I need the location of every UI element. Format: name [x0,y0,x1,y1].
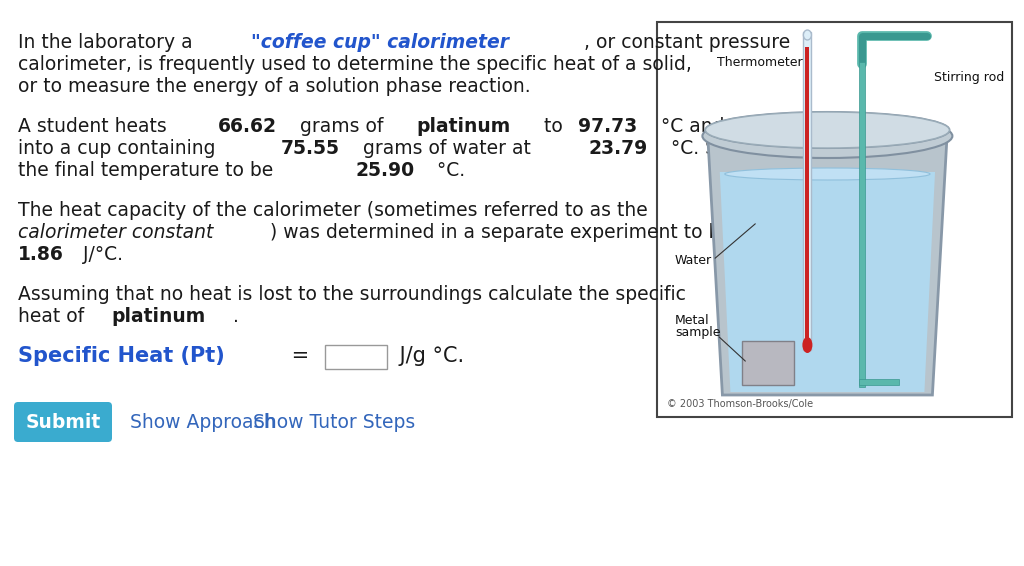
Text: Submit: Submit [26,413,100,431]
Ellipse shape [804,30,811,40]
Text: 1.86: 1.86 [18,245,63,264]
Text: © 2003 Thomson-Brooks/Cole: © 2003 Thomson-Brooks/Cole [667,399,813,409]
Ellipse shape [706,112,949,148]
Ellipse shape [725,168,930,180]
Text: platinum: platinum [417,117,511,136]
Polygon shape [720,172,935,392]
Text: calorimeter, is frequently used to determine the specific heat of a solid,: calorimeter, is frequently used to deter… [18,55,692,74]
Ellipse shape [702,114,952,158]
Text: grams of water at: grams of water at [356,139,537,158]
Text: Water: Water [675,254,712,267]
Text: In the laboratory a: In the laboratory a [18,33,199,52]
Text: Metal: Metal [675,314,710,327]
Text: 25.90: 25.90 [355,161,415,180]
Text: Specific Heat (Pt): Specific Heat (Pt) [18,346,224,366]
Bar [806,47,809,343]
Text: °C. She measures: °C. She measures [666,139,839,158]
Text: °C.: °C. [431,161,466,180]
Text: 23.79: 23.79 [589,139,648,158]
FancyBboxPatch shape [14,402,112,442]
Text: "coffee cup" calorimeter: "coffee cup" calorimeter [251,33,509,52]
Text: Assuming that no heat is lost to the surroundings calculate the specific: Assuming that no heat is lost to the sur… [18,285,686,304]
Text: grams of: grams of [294,117,389,136]
Text: 75.55: 75.55 [281,139,340,158]
FancyBboxPatch shape [325,345,387,369]
Text: Show Approach: Show Approach [130,413,275,431]
Text: A student heats: A student heats [18,117,173,136]
Text: into a cup containing: into a cup containing [18,139,221,158]
Text: calorimeter constant: calorimeter constant [18,223,213,242]
Text: to: to [539,117,569,136]
Bar [859,62,865,387]
Polygon shape [708,130,947,395]
Text: , or constant pressure: , or constant pressure [584,33,791,52]
Text: .: . [232,307,239,326]
Text: Stirring rod: Stirring rod [934,71,1004,84]
Ellipse shape [706,112,949,148]
Text: Thermometer: Thermometer [717,55,803,68]
Text: 97.73: 97.73 [579,117,637,136]
FancyBboxPatch shape [742,341,795,385]
Text: the final temperature to be: the final temperature to be [18,161,280,180]
Text: Show Tutor Steps: Show Tutor Steps [253,413,416,431]
Text: 66.62: 66.62 [218,117,276,136]
Bar [657,22,1012,417]
Text: heat of: heat of [18,307,90,326]
Text: or to measure the energy of a solution phase reaction.: or to measure the energy of a solution p… [18,77,530,96]
Text: ) was determined in a separate experiment to be: ) was determined in a separate experimen… [270,223,732,242]
Text: =: = [285,346,315,366]
Text: J/g °C.: J/g °C. [392,346,464,366]
Text: °C and then drops it: °C and then drops it [654,117,850,136]
Text: The heat capacity of the calorimeter (sometimes referred to as the: The heat capacity of the calorimeter (so… [18,201,648,220]
Bar [804,32,811,350]
Bar [859,379,899,385]
Text: platinum: platinum [111,307,206,326]
Ellipse shape [803,337,812,353]
Text: sample: sample [675,326,721,339]
Text: J/°C.: J/°C. [77,245,123,264]
